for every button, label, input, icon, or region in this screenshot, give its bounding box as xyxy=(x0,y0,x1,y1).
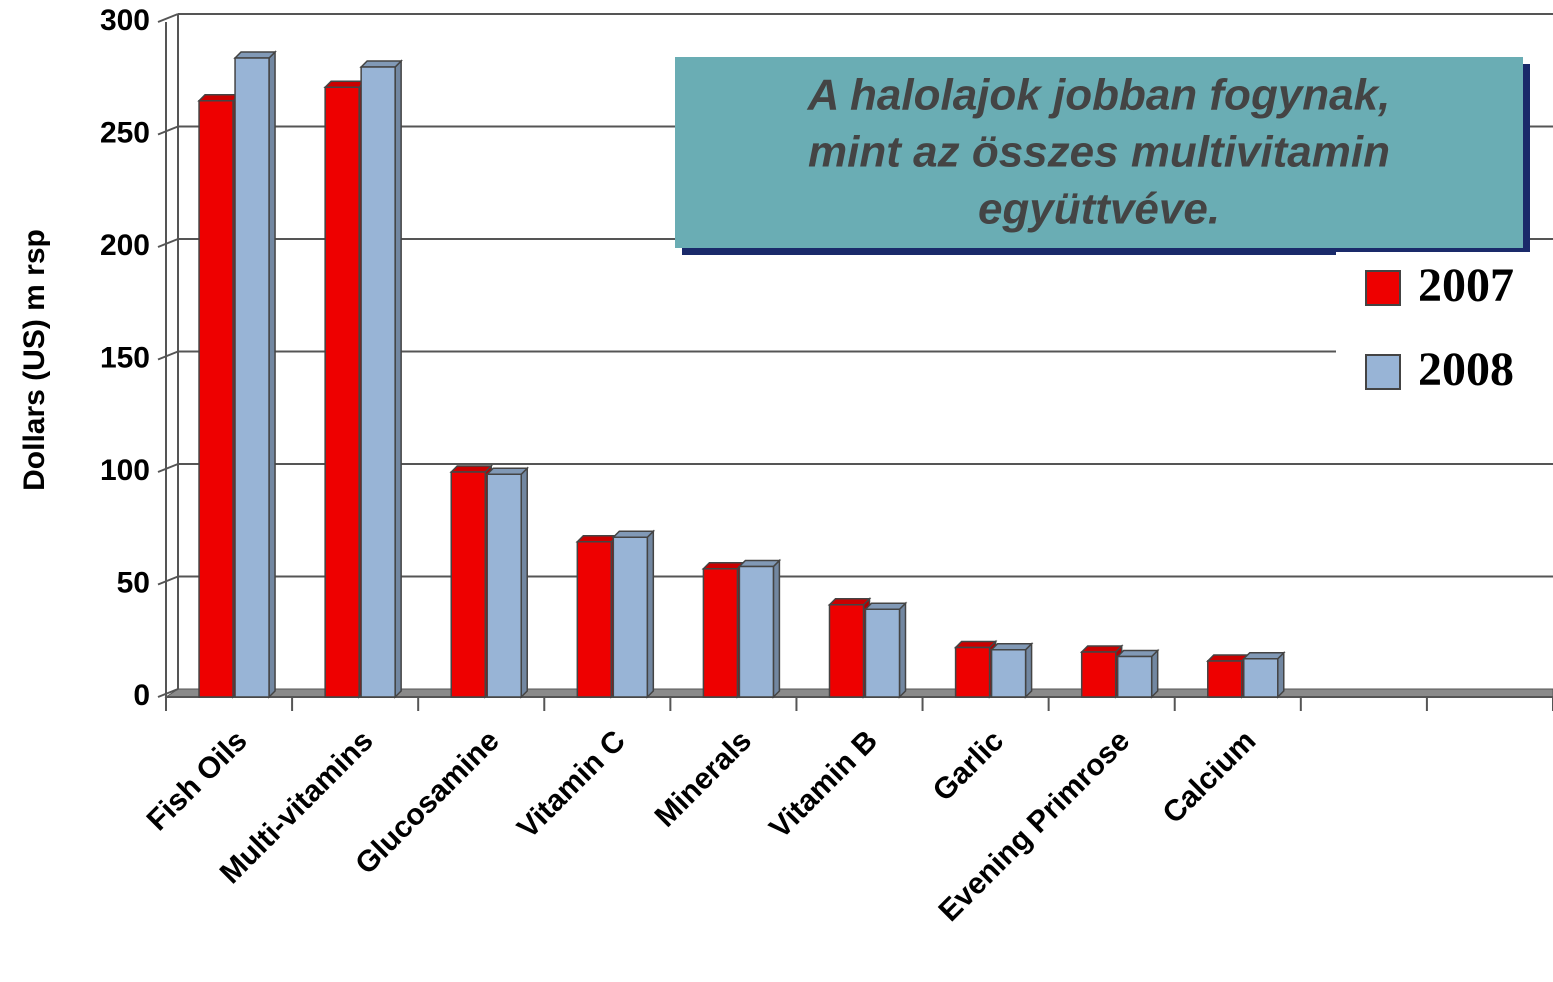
bar-top xyxy=(989,643,1034,651)
bar-side xyxy=(898,601,907,699)
legend-label: 2008 xyxy=(1418,343,1514,396)
bar xyxy=(701,560,746,699)
bar-top xyxy=(1205,654,1250,662)
y-tick-label: 50 xyxy=(117,566,150,599)
bar xyxy=(1115,648,1160,699)
bar xyxy=(359,59,403,699)
bar-front xyxy=(234,57,270,698)
y-axis-label: Dollars (US) m rsp xyxy=(18,229,51,491)
bar-top xyxy=(575,535,620,543)
y-tick xyxy=(157,125,179,136)
bar xyxy=(1205,653,1250,699)
bar xyxy=(575,533,620,699)
bar-front xyxy=(1243,658,1279,698)
bar-front xyxy=(954,646,991,698)
bar xyxy=(233,50,277,699)
x-tick-label: Calcium xyxy=(1156,724,1262,830)
bar-side xyxy=(394,59,402,699)
bar-top xyxy=(827,598,872,606)
bar-side xyxy=(520,466,528,699)
y-tick xyxy=(157,575,179,586)
bar-front xyxy=(1116,655,1153,698)
bar-side xyxy=(1150,648,1159,699)
bar xyxy=(737,558,782,699)
bar-top xyxy=(737,559,782,568)
annotation-text: mint az összes multivitamin xyxy=(808,128,1390,177)
x-tick-label: Garlic xyxy=(927,724,1010,807)
bar-front xyxy=(990,649,1027,698)
bar-side xyxy=(1024,641,1033,699)
bar xyxy=(485,466,530,699)
bar-top xyxy=(611,530,656,538)
bar-top xyxy=(485,467,530,475)
bar-side xyxy=(772,558,781,699)
bar-top xyxy=(449,465,494,473)
x-tick-label: Vitamin C xyxy=(511,724,632,845)
y-tick-label: 150 xyxy=(100,341,150,374)
bar xyxy=(953,639,998,699)
y-tick-label: 0 xyxy=(133,679,150,712)
bar-front xyxy=(864,608,901,698)
bar-top xyxy=(1079,645,1124,653)
y-tick-label: 100 xyxy=(100,454,150,487)
bar-side xyxy=(268,50,276,699)
bar-front xyxy=(198,100,234,698)
bar xyxy=(989,641,1034,699)
y-tick-label: 200 xyxy=(100,229,150,262)
bar-top xyxy=(1241,652,1286,660)
bar-top xyxy=(1115,649,1160,658)
y-tick xyxy=(157,688,179,698)
bar-front xyxy=(450,471,486,698)
bar-front xyxy=(1207,660,1243,698)
annotation-text: együttvéve. xyxy=(978,185,1220,234)
y-tick-label: 300 xyxy=(100,4,150,37)
annotation-box xyxy=(675,57,1523,248)
legend-label: 2007 xyxy=(1418,259,1514,312)
bar-top xyxy=(197,94,241,102)
bar-top xyxy=(953,640,998,649)
bar-front xyxy=(576,541,613,698)
bar-front xyxy=(1080,651,1117,698)
y-tick xyxy=(157,350,179,361)
bar xyxy=(827,596,872,699)
bar-top xyxy=(233,51,277,59)
bar xyxy=(863,601,908,699)
bar-side xyxy=(1277,650,1285,699)
y-tick xyxy=(157,13,179,23)
legend-swatch xyxy=(1365,270,1401,306)
y-tick xyxy=(157,463,179,473)
x-tick-label: Fish Oils xyxy=(141,724,254,837)
legend-swatch xyxy=(1365,354,1401,390)
bar xyxy=(1079,644,1124,699)
bar-front xyxy=(612,536,649,698)
bar-top xyxy=(701,562,746,570)
bar-side xyxy=(646,529,655,699)
y-tick xyxy=(157,238,179,248)
x-tick-label: Vitamin B xyxy=(763,724,884,845)
y-tick-label: 250 xyxy=(100,116,150,149)
bar xyxy=(1241,650,1286,699)
bar xyxy=(611,529,656,699)
bar xyxy=(197,92,241,699)
bar-top xyxy=(359,60,403,68)
bar-top xyxy=(323,80,367,88)
bar-front xyxy=(360,66,396,698)
bar-top xyxy=(863,602,908,610)
bar-front xyxy=(738,565,775,698)
bar-front xyxy=(486,473,522,698)
bar xyxy=(323,79,367,699)
bar-front xyxy=(702,568,739,698)
x-tick-label: Minerals xyxy=(649,724,758,833)
bar xyxy=(449,464,494,699)
bar-front xyxy=(828,604,865,698)
annotation-text: A halolajok jobban fogynak, xyxy=(807,71,1391,120)
bar-front xyxy=(324,86,360,698)
